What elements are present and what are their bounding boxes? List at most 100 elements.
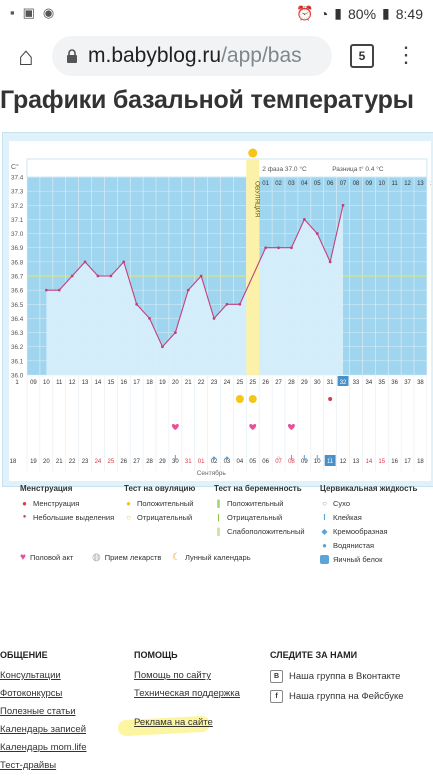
date-label: 31 bbox=[185, 459, 192, 465]
date-label: 22 bbox=[69, 459, 76, 465]
chart-legend: Менструация ● Менструация ● Небольшие выде… bbox=[0, 484, 433, 564]
footer-link[interactable]: Календарь mom.life bbox=[0, 742, 87, 753]
date-label: 05 bbox=[249, 459, 256, 465]
date-label: 19 bbox=[30, 459, 37, 465]
date-label: 26 bbox=[120, 459, 127, 465]
lock-icon bbox=[66, 49, 78, 63]
alarm-icon: ⏰ bbox=[296, 5, 314, 21]
footer-link[interactable]: Тест-драйвы bbox=[0, 760, 57, 771]
url-domain: m.babyblog.ru bbox=[88, 44, 222, 67]
legend-intercourse: ♥ Половой акт bbox=[20, 552, 73, 563]
moon-icon: ☾ bbox=[172, 552, 181, 563]
cycle-day-label: 16 bbox=[120, 380, 127, 386]
ovulation-sun-icon bbox=[248, 148, 258, 158]
legend-item: Яичный белок bbox=[320, 555, 417, 564]
footer-col-community: ОБЩЕНИЕ Консультации Фотоконкурсы Полезн… bbox=[0, 650, 86, 778]
temperature-point bbox=[277, 246, 280, 250]
date-label: 20 bbox=[43, 459, 50, 465]
small-bleeding-icon bbox=[328, 397, 333, 401]
ovulation-column: ОВУЛЯЦИЯ bbox=[246, 148, 260, 375]
footer-link[interactable]: Фотоконкурсы bbox=[0, 688, 63, 699]
cycle-day-label: 37 bbox=[404, 380, 411, 386]
tab-switcher-button[interactable]: 5 bbox=[350, 44, 374, 68]
vk-group-link[interactable]: B Наша группа в Вконтакте bbox=[270, 670, 404, 683]
date-label: 10 bbox=[314, 459, 321, 465]
phase2-day-label: 09 bbox=[366, 181, 373, 187]
current-day-highlight bbox=[337, 376, 349, 386]
dry-circle-icon: ○ bbox=[322, 499, 327, 508]
notification-icon: ▪ bbox=[10, 5, 15, 20]
date-label: 11 bbox=[327, 459, 334, 465]
url-text: m.babyblog.ru/app/bas bbox=[88, 44, 302, 68]
footer-link[interactable]: Консультации bbox=[0, 670, 61, 681]
ovulation-band bbox=[246, 159, 260, 375]
cycle-day-label: 25 bbox=[237, 380, 244, 386]
positive-circle-icon: ● bbox=[126, 499, 131, 508]
weak-stripes-icon: ∥ bbox=[216, 527, 221, 536]
footer-link[interactable]: Помощь по сайту bbox=[134, 670, 211, 681]
legend-item: ∥ Положительный bbox=[214, 499, 305, 508]
cycle-day-row bbox=[27, 375, 427, 387]
temperature-line bbox=[44, 203, 345, 349]
y-tick-label: 36.2 bbox=[11, 344, 24, 351]
cervical-fluid-icon: ● bbox=[328, 455, 332, 462]
overflow-menu-icon[interactable]: ⋮ bbox=[395, 42, 417, 67]
legend-item: ◆ Кремообразная bbox=[320, 527, 417, 536]
temperature-point bbox=[57, 288, 61, 292]
temperature-point bbox=[109, 274, 113, 278]
bbt-chart: ОВУЛЯЦИЯ 37.4 37.3 37.2 37.1 37.0 36.9 36.8 36.… bbox=[9, 141, 433, 481]
ovulation-test-positive-icon bbox=[248, 395, 257, 403]
legend-item-label: Клейкая bbox=[333, 513, 362, 522]
cycle-day-label: 09 bbox=[30, 380, 37, 386]
temperature-point bbox=[225, 302, 229, 306]
compass-icon: ◉ bbox=[42, 5, 55, 20]
cycle-day-label: 23 bbox=[211, 380, 218, 386]
temperature-point bbox=[148, 317, 151, 320]
facebook-group-link[interactable]: f Наша группа на Фейсбуке bbox=[270, 690, 404, 703]
cycle-day-label: 34 bbox=[366, 380, 373, 386]
y-tick-label: 37.4 bbox=[11, 175, 24, 182]
y-tick-label: 37.3 bbox=[11, 189, 24, 196]
watery-drop-icon: ● bbox=[322, 541, 327, 550]
two-stripes-icon: ∥ bbox=[216, 499, 221, 508]
legend-medication: ◍ Прием лекарств bbox=[92, 552, 161, 563]
small-drop-icon: ● bbox=[22, 514, 27, 520]
address-bar[interactable]: m.babyblog.ru/app/bas bbox=[52, 36, 332, 76]
cycle-day-label: 36 bbox=[391, 380, 398, 386]
legend-item: ● Водянистая bbox=[320, 541, 417, 550]
footer-link[interactable]: Наша группа на Фейсбуке bbox=[289, 691, 404, 702]
footer-link[interactable]: Техническая поддержка bbox=[134, 688, 240, 699]
phase2-day-label: 13 bbox=[417, 181, 424, 187]
date-label: 25 bbox=[108, 459, 115, 465]
heart-icon: ♥ bbox=[20, 552, 26, 563]
footer-link[interactable]: Наша группа в Вконтакте bbox=[289, 671, 401, 682]
date-label: 13 bbox=[353, 459, 360, 465]
clock: 8:49 bbox=[395, 5, 423, 22]
date-label: 09 bbox=[301, 459, 308, 465]
phase2-day-label: 01 bbox=[262, 181, 269, 187]
temperature-point bbox=[302, 218, 306, 221]
footer-col-title: ОБЩЕНИЕ bbox=[0, 650, 48, 660]
phase2-day-label: 02 bbox=[275, 181, 282, 187]
cycle-day-label: 10 bbox=[43, 380, 50, 386]
temperature-point bbox=[199, 274, 203, 278]
footer-link[interactable]: Календарь записей bbox=[0, 724, 87, 735]
date-label: 12 bbox=[340, 459, 347, 465]
legend-ovulation-title: Тест на овуляцию bbox=[124, 484, 196, 493]
legend-item: ● Менструация bbox=[20, 499, 114, 508]
home-icon[interactable]: ⌂ bbox=[18, 41, 34, 71]
cycle-day-label: 11 bbox=[56, 380, 63, 386]
legend-item: ● Небольшие выделения bbox=[20, 513, 114, 522]
footer-link-ads[interactable]: Реклама на сайте bbox=[134, 717, 213, 728]
current-date-highlight bbox=[324, 455, 336, 466]
one-stripe-icon: | bbox=[217, 513, 220, 522]
temperature-point bbox=[290, 246, 293, 250]
legend-menstruation-title: Менструация bbox=[20, 484, 73, 493]
y-tick-label: 36.9 bbox=[11, 245, 24, 252]
legend-item: ○ Отрицательный bbox=[124, 513, 195, 522]
temperature-point bbox=[328, 260, 332, 264]
pill-icon: ◍ bbox=[92, 552, 101, 563]
legend-pregnancy-title: Тест на беременность bbox=[214, 484, 302, 493]
footer-link[interactable]: Полезные статьи bbox=[0, 706, 76, 717]
cycle-day-label: 29 bbox=[301, 380, 308, 386]
